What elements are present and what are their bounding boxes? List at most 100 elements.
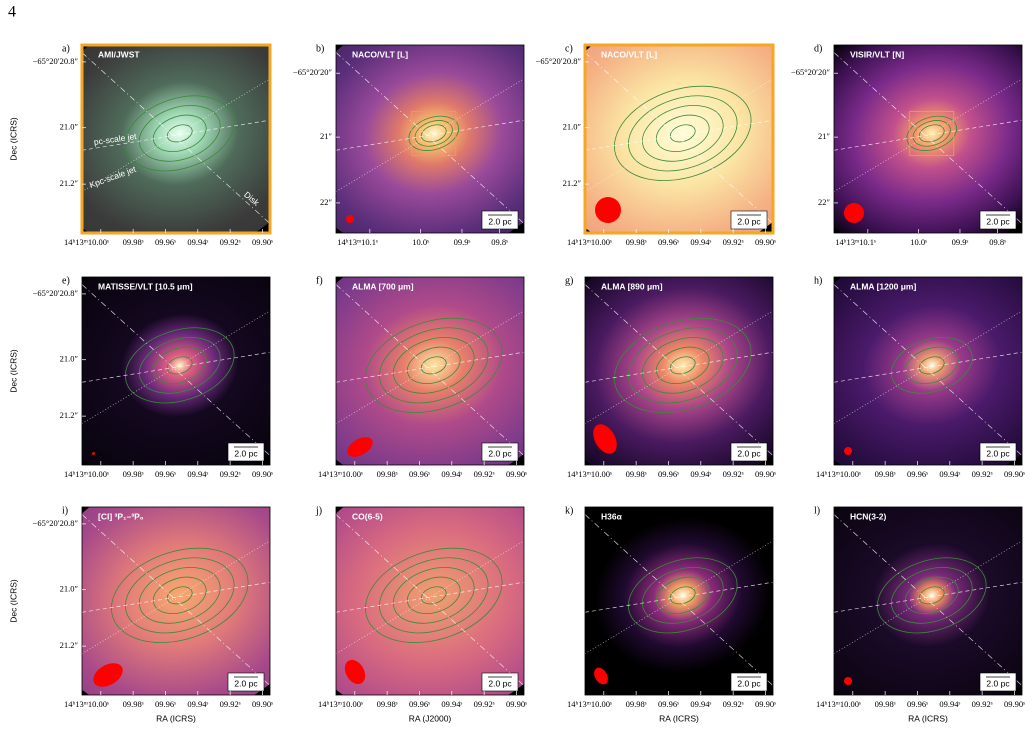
panel-image	[82, 45, 270, 233]
panel-image	[834, 277, 1022, 465]
dec-tick-label: −65°20′20.8″	[33, 56, 79, 66]
panel-frame	[584, 276, 774, 466]
contour	[420, 586, 447, 605]
contour	[918, 356, 945, 375]
ra-tick-label: 14ʰ13ᵐ10.00ˢ	[567, 699, 612, 709]
beam	[93, 663, 123, 687]
ra-tick-label: 09.90ˢ	[755, 469, 776, 479]
dec-tick-label: 21.2″	[563, 178, 582, 188]
contour	[166, 586, 193, 605]
pc-jet-line	[336, 581, 524, 613]
dec-tick-label: 21″	[320, 131, 333, 141]
ra-tick-label: 09.92ˢ	[220, 469, 241, 479]
ra-tick-label: 10.0ˢ	[910, 237, 927, 247]
contour	[392, 567, 475, 624]
ra-tick-label: 09.90ˢ	[252, 237, 273, 247]
panel-title: HCN(3-2)	[850, 511, 887, 521]
ra-tick-label: 09.90ˢ	[506, 699, 527, 709]
scale-bar-box	[481, 672, 519, 692]
pc-jet-line	[585, 119, 773, 151]
scale-bar-box	[979, 210, 1017, 230]
contour	[406, 576, 461, 614]
disk-line	[336, 310, 524, 424]
emission	[82, 45, 270, 233]
emission	[585, 507, 773, 695]
ra-tick-label: 09.8ˢ	[491, 237, 508, 247]
ra-tick-label: 09.96ˢ	[409, 699, 430, 709]
panel-label: h)	[814, 275, 822, 286]
contour	[166, 124, 193, 143]
contour	[641, 337, 724, 394]
scale-bar-label: 2.0 pc	[737, 448, 761, 458]
kpc-jet-line	[834, 52, 1022, 224]
ra-tick-label: 09.94ˢ	[690, 469, 711, 479]
ra-tick-label: 09.98ˢ	[377, 469, 398, 479]
scale-bar-label: 2.0 pc	[737, 216, 761, 226]
ra-tick-label: 09.98ˢ	[875, 699, 896, 709]
scale-bar-box	[730, 442, 768, 462]
ra-tick-label: 09.94ˢ	[441, 469, 462, 479]
contour	[138, 105, 221, 162]
emission	[336, 277, 524, 465]
dec-tick-label: 22″	[818, 197, 831, 207]
ra-tick-label: 09.90ˢ	[755, 237, 776, 247]
disk-line	[336, 78, 524, 192]
panel-image	[336, 45, 524, 233]
disk-line	[336, 540, 524, 654]
contour	[655, 114, 710, 152]
panel: NACO/VLT [L] c) 2.0 pc −65°20′20.8″ 21.0″ 21.…	[536, 43, 777, 247]
ra-tick-label: 09.96ˢ	[658, 237, 679, 247]
ra-tick-label: 09.98ˢ	[626, 469, 647, 479]
panel-frame	[80, 43, 272, 235]
panel-image	[834, 507, 1022, 695]
panel: ALMA [700 μm] f) 2.0 pc 14ʰ13ᵐ10.00ˢ 09.98ˢ 0…	[316, 275, 527, 479]
ra-tick-label: 09.9ˢ	[952, 237, 969, 247]
x-axis-label: RA (ICRS)	[908, 713, 948, 723]
kpc-jet-line	[585, 514, 773, 686]
ra-tick-label: 09.92ˢ	[220, 237, 241, 247]
ra-tick-label: 14ʰ13ᵐ10.00ˢ	[318, 469, 363, 479]
panel: VISIR/VLT [N] d) 2.0 pc −65°20′20″ 21″ 22″ 14ʰ…	[791, 43, 1023, 247]
x-axis-label: RA (J2000)	[409, 713, 452, 723]
emission	[834, 45, 1022, 233]
pc-jet-line	[834, 581, 1022, 613]
disk-line	[834, 310, 1022, 424]
contour	[877, 557, 987, 634]
contour	[614, 317, 752, 413]
y-axis-label: Dec (ICRS)	[8, 579, 18, 623]
ra-tick-label: 09.92ˢ	[723, 469, 744, 479]
dec-tick-label: 21.2″	[60, 178, 79, 188]
contour	[918, 586, 945, 605]
kpc-jet-line	[585, 52, 773, 224]
ra-tick-label: 09.96ˢ	[155, 469, 176, 479]
panel-label: l)	[814, 505, 820, 516]
pc-jet-line	[82, 581, 270, 613]
contour	[420, 124, 447, 143]
ra-tick-label: 09.94ˢ	[187, 699, 208, 709]
beam	[347, 437, 373, 457]
panel: ALMA [890 μm] g) 2.0 pc 14ʰ13ᵐ10.00ˢ 09.98ˢ 0…	[565, 275, 776, 479]
emission	[585, 277, 773, 465]
dec-tick-label: −65°20′20.8″	[536, 56, 582, 66]
beam	[844, 447, 852, 455]
disk-line	[834, 540, 1022, 654]
panel: HCN(3-2) l) 2.0 pc 14ʰ13ᵐ10.00ˢ 09.98ˢ 09.96ˢ…	[814, 505, 1025, 723]
pc-jet-line	[585, 351, 773, 383]
ra-tick-label: 09.9ˢ	[454, 237, 471, 247]
ra-tick-label: 10.0ˢ	[412, 237, 429, 247]
ra-tick-label: 09.94ˢ	[187, 469, 208, 479]
dec-tick-label: 21.0″	[60, 354, 79, 364]
panel-label: d)	[814, 43, 822, 54]
dec-tick-label: 21″	[818, 131, 831, 141]
beam	[346, 215, 354, 223]
disk-line	[82, 310, 270, 424]
contour	[420, 356, 447, 375]
panel-title: AMI/JWST	[98, 49, 140, 59]
contour	[641, 567, 724, 624]
ra-tick-label: 09.90ˢ	[1004, 699, 1025, 709]
panel-frame	[335, 44, 525, 234]
disk-line	[834, 78, 1022, 192]
contour	[628, 95, 738, 172]
scale-bar-label: 2.0 pc	[986, 448, 1010, 458]
